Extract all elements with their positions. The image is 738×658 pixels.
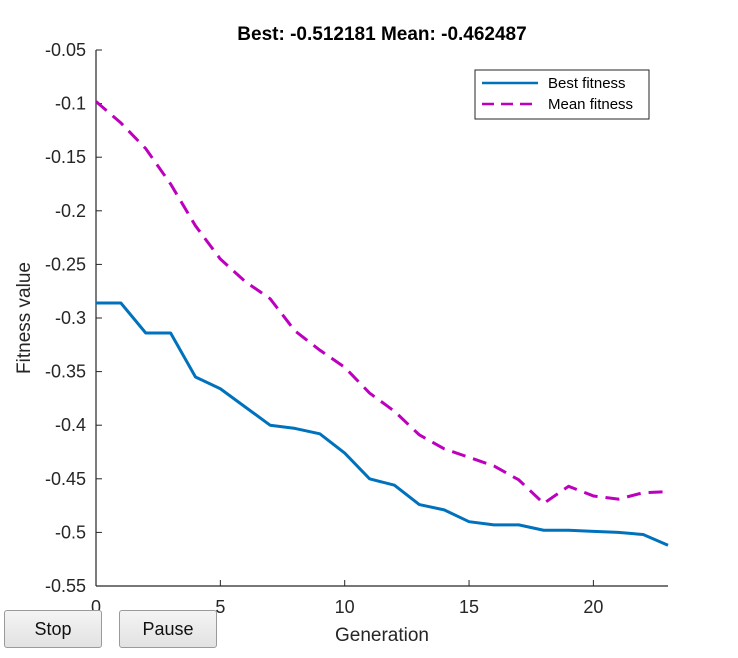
data-point-best-fitness (294, 427, 296, 429)
data-point-mean-fitness (493, 465, 495, 467)
data-point-mean-fitness (393, 410, 395, 412)
data-point-best-fitness (567, 529, 569, 531)
legend-label-best-fitness: Best fitness (548, 75, 626, 92)
data-point-best-fitness (667, 544, 669, 546)
data-point-mean-fitness (368, 392, 370, 394)
data-point-best-fitness (145, 332, 147, 334)
data-point-best-fitness (269, 424, 271, 426)
x-tick-label: 10 (335, 597, 355, 617)
y-tick-label: -0.45 (45, 469, 86, 489)
data-point-best-fitness (642, 533, 644, 535)
data-point-best-fitness (393, 484, 395, 486)
y-tick-label: -0.35 (45, 362, 86, 382)
data-point-best-fitness (120, 302, 122, 304)
data-point-best-fitness (443, 509, 445, 511)
series-layer (95, 100, 669, 547)
data-point-mean-fitness (294, 330, 296, 332)
data-point-mean-fitness (169, 183, 171, 185)
data-point-mean-fitness (642, 492, 644, 494)
y-axis-label: Fitness value (14, 262, 35, 374)
data-point-mean-fitness (269, 298, 271, 300)
y-tick-label: -0.4 (55, 415, 86, 435)
x-axis-ticks: 0 5 10 15 20 (91, 580, 603, 617)
data-point-mean-fitness (95, 100, 97, 102)
data-point-mean-fitness (617, 498, 619, 500)
data-point-best-fitness (518, 524, 520, 526)
data-point-best-fitness (493, 524, 495, 526)
data-point-mean-fitness (219, 258, 221, 260)
data-point-best-fitness (617, 531, 619, 533)
y-tick-label: -0.25 (45, 254, 86, 274)
data-point-best-fitness (418, 503, 420, 505)
y-tick-label: -0.05 (45, 40, 86, 60)
data-point-best-fitness (194, 376, 196, 378)
x-tick-label: 0 (91, 597, 101, 617)
y-tick-label: -0.1 (55, 94, 86, 114)
series-line-mean-fitness (95, 100, 669, 505)
data-point-mean-fitness (418, 434, 420, 436)
data-point-best-fitness (95, 302, 97, 304)
plot-area-background (96, 50, 668, 586)
data-point-best-fitness (343, 452, 345, 454)
data-point-best-fitness (592, 530, 594, 532)
data-point-best-fitness (219, 388, 221, 390)
data-point-mean-fitness (443, 448, 445, 450)
data-point-mean-fitness (468, 456, 470, 458)
y-axis-ticks: -0.55 -0.5 -0.45 -0.4 -0.35 -0.3 -0.25 -0.2 -0.1… (45, 40, 102, 596)
data-point-mean-fitness (319, 349, 321, 351)
stop-button[interactable]: Stop (4, 610, 102, 648)
y-tick-label: -0.3 (55, 308, 86, 328)
chart-title: Best: -0.512181 Mean: -0.462487 (237, 24, 526, 45)
x-axis-label: Generation (335, 625, 429, 646)
y-tick-label: -0.5 (55, 522, 86, 542)
data-point-mean-fitness (120, 122, 122, 124)
series-line-best-fitness (96, 301, 669, 547)
data-point-best-fitness (169, 332, 171, 334)
data-point-mean-fitness (518, 479, 520, 481)
data-point-best-fitness (542, 529, 544, 531)
legend: Best fitness Mean fitness (474, 69, 650, 120)
legend-box (474, 69, 650, 120)
data-point-mean-fitness (592, 495, 594, 497)
data-point-mean-fitness (244, 280, 246, 282)
data-point-best-fitness (319, 433, 321, 435)
x-tick-label: 5 (215, 597, 225, 617)
y-tick-label: -0.55 (45, 576, 86, 596)
data-point-mean-fitness (343, 366, 345, 368)
legend-label-mean-fitness: Mean fitness (548, 96, 633, 113)
data-point-mean-fitness (542, 502, 544, 504)
y-tick-label: -0.15 (45, 147, 86, 167)
data-point-mean-fitness (145, 147, 147, 149)
data-point-mean-fitness (567, 485, 569, 487)
data-point-mean-fitness (667, 490, 669, 492)
pause-button[interactable]: Pause (119, 610, 217, 648)
data-point-best-fitness (244, 406, 246, 408)
data-point-mean-fitness (194, 225, 196, 227)
y-tick-label: -0.2 (55, 201, 86, 221)
x-tick-label: 15 (459, 597, 479, 617)
data-point-best-fitness (368, 478, 370, 480)
x-tick-label: 20 (583, 597, 603, 617)
data-point-best-fitness (468, 520, 470, 522)
